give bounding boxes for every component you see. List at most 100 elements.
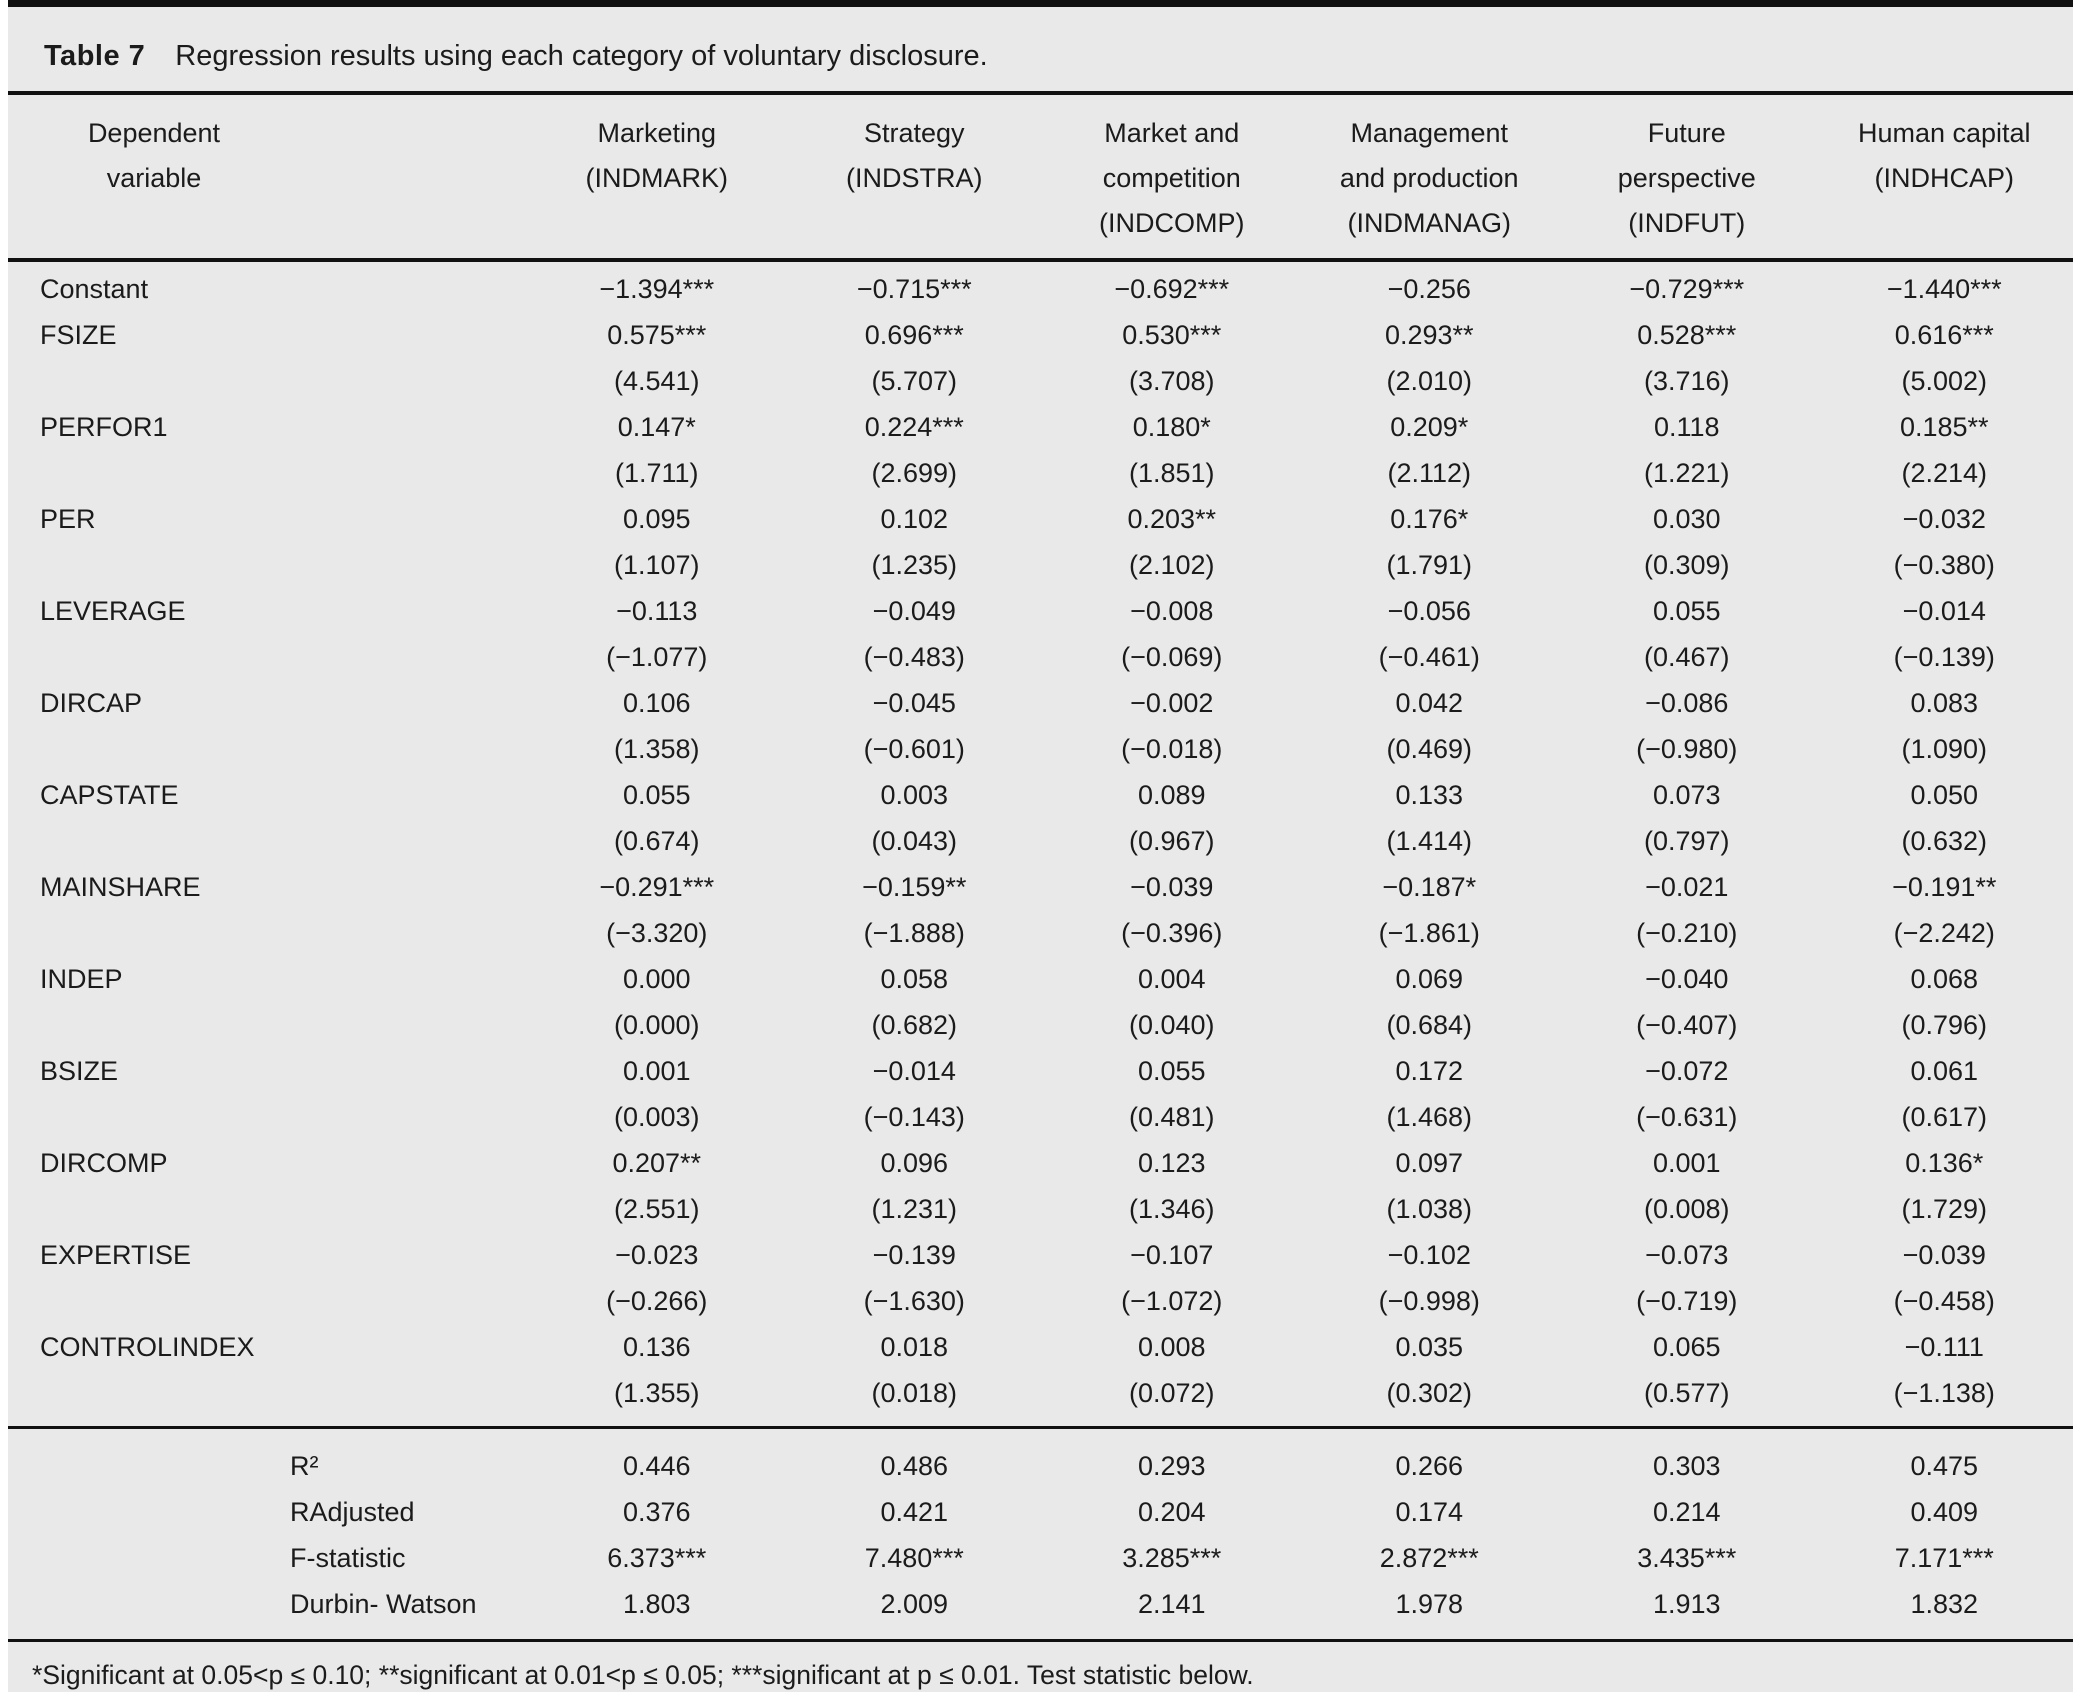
- coefficient-value: 0.065: [1652, 1331, 1721, 1362]
- coefficient-value: 0.172: [1395, 1055, 1464, 1086]
- coefficient-value: 0.203**: [1127, 503, 1217, 534]
- header-line: (INDCOMP): [1099, 208, 1245, 238]
- coefficient-value: 0.575***: [607, 319, 707, 350]
- table-row-tstat: (1.107) (1.235) (2.102) (1.791) (0.309) (−0.3…: [8, 542, 2073, 588]
- t-statistic-value: (0.072): [1128, 1377, 1215, 1408]
- header-line: (INDMANAG): [1347, 208, 1512, 238]
- table-row: EXPERTISE −0.023 −0.139 −0.107 −0.102 −0.073 −…: [8, 1232, 2073, 1278]
- table-title: Table 7 Regression results using each cat…: [8, 7, 2073, 95]
- coefficient-value: −0.008: [1130, 595, 1214, 626]
- t-statistic-value: (1.851): [1128, 457, 1215, 488]
- table-row: PERFOR1 0.147* 0.224*** 0.180* 0.209* 0.118 0.…: [8, 404, 2073, 450]
- table-row-tstat: (−1.077) (−0.483) (−0.069) (−0.461) (0.467) (…: [8, 634, 2073, 680]
- summary-statistic-value: 2.141: [1137, 1588, 1206, 1619]
- coefficient-value: 0.696***: [864, 319, 964, 350]
- t-statistic-value: (−0.461): [1378, 641, 1480, 672]
- summary-statistic-value: 0.204: [1137, 1496, 1206, 1527]
- t-statistic-value: (−0.601): [863, 733, 965, 764]
- summary-row: R² 0.446 0.486 0.293 0.266 0.303 0.475: [8, 1443, 2073, 1489]
- table-row: CAPSTATE 0.055 0.003 0.089 0.133 0.073 0.050: [8, 772, 2073, 818]
- variable-label: Constant: [40, 273, 149, 304]
- summary-statistic-value: 0.214: [1652, 1496, 1721, 1527]
- variable-label: MAINSHARE: [40, 871, 201, 902]
- header-line: perspective: [1617, 163, 1756, 193]
- summary-statistic-label: RAdjusted: [290, 1496, 415, 1527]
- summary-row: RAdjusted 0.376 0.421 0.204 0.174 0.214 0.409: [8, 1489, 2073, 1535]
- coefficient-value: 0.176*: [1390, 503, 1469, 534]
- t-statistic-value: (−0.139): [1893, 641, 1995, 672]
- table-row: FSIZE 0.575*** 0.696*** 0.530*** 0.293** 0.52…: [8, 312, 2073, 358]
- table-row-tstat: (0.003) (−0.143) (0.481) (1.468) (−0.631) (0.…: [8, 1094, 2073, 1140]
- t-statistic-value: (1.235): [871, 549, 958, 580]
- t-statistic-value: (−0.266): [606, 1285, 708, 1316]
- summary-statistic-value: 3.435***: [1637, 1542, 1737, 1573]
- t-statistic-value: (−0.143): [863, 1101, 965, 1132]
- coefficient-value: 0.004: [1137, 963, 1206, 994]
- coefficient-value: 0.180*: [1132, 411, 1211, 442]
- coefficient-value: 0.616***: [1894, 319, 1994, 350]
- table-row: DIRCOMP 0.207** 0.096 0.123 0.097 0.001 0.136*: [8, 1140, 2073, 1186]
- coefficient-value: 0.147*: [617, 411, 696, 442]
- header-line: variable: [106, 163, 202, 193]
- coefficient-value: −0.023: [615, 1239, 699, 1270]
- t-statistic-value: (1.729): [1901, 1193, 1988, 1224]
- t-statistic-value: (0.481): [1128, 1101, 1215, 1132]
- t-statistic-value: (−1.138): [1893, 1377, 1995, 1408]
- coefficient-value: −0.111: [1904, 1331, 1984, 1362]
- summary-statistic-value: 0.475: [1910, 1450, 1979, 1481]
- coefficient-value: 0.293**: [1384, 319, 1474, 350]
- header-line: Future: [1647, 118, 1726, 148]
- t-statistic-value: (1.791): [1386, 549, 1473, 580]
- table-row-tstat: (1.711) (2.699) (1.851) (2.112) (1.221) (2.21…: [8, 450, 2073, 496]
- t-statistic-value: (−0.380): [1893, 549, 1995, 580]
- t-statistic-value: (−0.018): [1121, 733, 1223, 764]
- table-row: PER 0.095 0.102 0.203** 0.176* 0.030 −0.032: [8, 496, 2073, 542]
- t-statistic-value: (−1.072): [1121, 1285, 1223, 1316]
- table-number: Table 7: [44, 40, 146, 72]
- coefficient-value: −0.032: [1902, 503, 1986, 534]
- variable-label: BSIZE: [40, 1055, 119, 1086]
- t-statistic-value: (1.346): [1128, 1193, 1215, 1224]
- header-line: (INDMARK): [585, 163, 729, 193]
- coefficient-value: −1.394***: [599, 273, 715, 304]
- table-row: CONTROLINDEX 0.136 0.018 0.008 0.035 0.065 −0.…: [8, 1324, 2073, 1370]
- coefficient-value: −0.014: [872, 1055, 956, 1086]
- summary-statistic-value: 1.913: [1652, 1588, 1721, 1619]
- coefficient-value: 0.055: [1652, 595, 1721, 626]
- coefficient-value: 0.185**: [1899, 411, 1989, 442]
- significance-footnote: *Significant at 0.05<p ≤ 0.10; **signifi…: [32, 1660, 1254, 1690]
- coefficient-value: 0.089: [1137, 779, 1206, 810]
- table-row-tstat: (4.541) (5.707) (3.708) (2.010) (3.716) (5.00…: [8, 358, 2073, 404]
- table-row: LEVERAGE −0.113 −0.049 −0.008 −0.056 0.055 −0.…: [8, 588, 2073, 634]
- summary-statistic-value: 1.803: [622, 1588, 691, 1619]
- coefficient-value: −0.291***: [599, 871, 715, 902]
- t-statistic-value: (−0.069): [1121, 641, 1223, 672]
- t-statistic-value: (−0.458): [1893, 1285, 1995, 1316]
- variable-label: FSIZE: [40, 319, 117, 350]
- column-header: Future perspective (INDFUT): [1558, 111, 1816, 246]
- summary-statistic-value: 0.303: [1652, 1450, 1721, 1481]
- header-line: (INDHCAP): [1874, 163, 2015, 193]
- coefficient-value: 0.118: [1653, 411, 1720, 442]
- coefficient-value: 0.001: [622, 1055, 691, 1086]
- coefficient-value: 0.133: [1395, 779, 1464, 810]
- header-line: Dependent: [87, 118, 221, 148]
- table-row-tstat: (0.000) (0.682) (0.040) (0.684) (−0.407) (0.7…: [8, 1002, 2073, 1048]
- column-header: Market and competition (INDCOMP): [1043, 111, 1301, 246]
- coefficient-value: −0.045: [872, 687, 956, 718]
- t-statistic-value: (1.221): [1643, 457, 1730, 488]
- t-statistic-value: (0.000): [613, 1009, 700, 1040]
- t-statistic-value: (0.040): [1128, 1009, 1215, 1040]
- header-line: Human capital: [1857, 118, 2031, 148]
- summary-statistic-label: R²: [290, 1450, 319, 1481]
- header-line: Management: [1350, 118, 1509, 148]
- coefficient-value: 0.136: [622, 1331, 691, 1362]
- coefficient-value: 0.018: [880, 1331, 949, 1362]
- variable-label: LEVERAGE: [40, 595, 186, 626]
- t-statistic-value: (1.355): [613, 1377, 700, 1408]
- coefficient-value: 0.097: [1395, 1147, 1464, 1178]
- coefficient-value: −0.107: [1130, 1239, 1214, 1270]
- coefficient-value: −1.440***: [1886, 273, 2002, 304]
- coefficient-value: −0.039: [1902, 1239, 1986, 1270]
- summary-statistic-value: 6.373***: [607, 1542, 707, 1573]
